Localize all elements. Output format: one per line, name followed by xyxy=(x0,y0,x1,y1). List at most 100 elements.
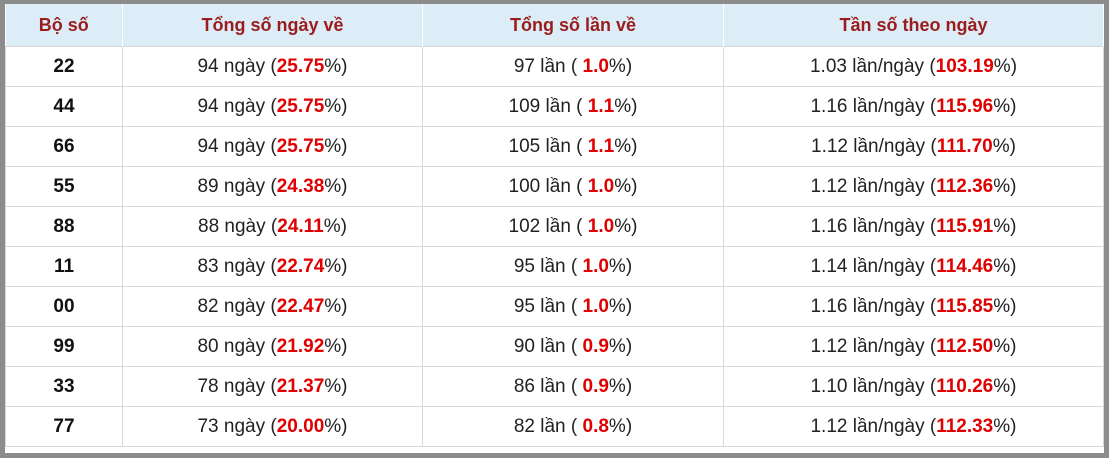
cell-text: %) xyxy=(992,135,1016,157)
percent-value: 0.8 xyxy=(582,415,609,437)
cell-text: 94 ngày ( xyxy=(197,55,277,77)
table-row: 44 94 ngày (25.75%) 109 lần ( 1.1%) 1.16 lầ… xyxy=(5,86,1104,127)
cell-text: %) xyxy=(608,415,633,437)
percent-value: 21.92 xyxy=(276,335,325,357)
cell-text: %) xyxy=(614,215,638,237)
percent-value: 22.74 xyxy=(276,255,325,277)
percent-value: 24.11 xyxy=(277,215,324,237)
number-cell: 44 xyxy=(5,86,123,127)
times-cell: 90 lần ( 0.9%) xyxy=(422,326,724,367)
percent-value: 111.70 xyxy=(936,135,993,157)
cell-text: %) xyxy=(993,215,1017,237)
number-cell: 55 xyxy=(5,166,123,207)
cell-text: %) xyxy=(608,295,633,317)
header-cell: Tổng số lần về xyxy=(422,4,724,47)
freq-cell: 1.14 lần/ngày (114.46%) xyxy=(723,246,1104,287)
days-cell: 94 ngày (25.75%) xyxy=(122,46,423,87)
cell-text: 82 ngày ( xyxy=(197,295,277,317)
cell-text: %) xyxy=(324,135,348,157)
times-cell: 109 lần ( 1.1%) xyxy=(422,86,724,127)
table-body: 22 94 ngày (25.75%) 97 lần ( 1.0%) 1.03 lần… xyxy=(5,46,1104,447)
percent-value: 1.0 xyxy=(582,55,609,77)
cell-text: 105 lần ( xyxy=(508,135,588,157)
cell-text: 88 ngày ( xyxy=(198,215,278,237)
percent-value: 1.0 xyxy=(582,295,609,317)
cell-text: 97 lần ( xyxy=(513,55,583,77)
cell-text: 1.16 lần/ngày ( xyxy=(810,95,937,117)
cell-text: %) xyxy=(324,95,348,117)
cell-text: %) xyxy=(614,135,638,157)
header-cell: Bộ số xyxy=(5,4,123,47)
days-cell: 73 ngày (20.00%) xyxy=(122,406,423,447)
cell-text: %) xyxy=(993,295,1017,317)
days-cell: 94 ngày (25.75%) xyxy=(122,86,423,127)
percent-value: 1.1 xyxy=(587,95,615,117)
days-cell: 78 ngày (21.37%) xyxy=(122,366,423,407)
percent-value: 110.26 xyxy=(936,375,994,397)
cell-text: 1.16 lần/ngày ( xyxy=(810,295,937,317)
cell-text: %) xyxy=(993,55,1018,77)
number-cell: 77 xyxy=(5,406,123,447)
freq-cell: 1.12 lần/ngày (112.36%) xyxy=(723,166,1104,207)
times-cell: 95 lần ( 1.0%) xyxy=(422,286,724,327)
table-row: 66 94 ngày (25.75%) 105 lần ( 1.1%) 1.12 lầ… xyxy=(5,126,1104,167)
times-cell: 102 lần ( 1.0%) xyxy=(422,206,724,247)
cell-text: 1.14 lần/ngày ( xyxy=(810,255,937,277)
percent-value: 24.38 xyxy=(276,175,325,197)
cell-text: %) xyxy=(993,175,1017,197)
number-cell: 99 xyxy=(5,326,123,367)
cell-text: 1.12 lần/ngày ( xyxy=(810,415,937,437)
cell-text: 1.03 lần/ngày ( xyxy=(809,55,936,77)
cell-text: 100 lần ( xyxy=(508,175,588,197)
cell-text: 95 lần ( xyxy=(513,295,583,317)
cell-text: 102 lần ( xyxy=(508,215,588,237)
table-row: 99 80 ngày (21.92%) 90 lần ( 0.9%) 1.12 lần… xyxy=(5,326,1104,367)
cell-text: %) xyxy=(993,415,1017,437)
percent-value: 0.9 xyxy=(582,335,609,357)
header-row: Bộ số Tổng số ngày về Tổng số lần về Tần số… xyxy=(5,4,1104,47)
freq-cell: 1.16 lần/ngày (115.91%) xyxy=(723,206,1104,247)
cell-text: %) xyxy=(993,375,1017,397)
days-cell: 88 ngày (24.11%) xyxy=(122,206,423,247)
cell-text: 89 ngày ( xyxy=(197,175,277,197)
cell-text: 1.10 lần/ngày ( xyxy=(810,375,937,397)
cell-text: 94 ngày ( xyxy=(197,135,277,157)
table-row: 88 88 ngày (24.11%) 102 lần ( 1.0%) 1.16 lầ… xyxy=(5,206,1104,247)
days-cell: 83 ngày (22.74%) xyxy=(122,246,423,287)
freq-cell: 1.16 lần/ngày (115.85%) xyxy=(723,286,1104,327)
header-cell: Tần số theo ngày xyxy=(723,4,1104,47)
percent-value: 112.50 xyxy=(936,335,994,357)
cell-text: %) xyxy=(993,95,1017,117)
cell-text: %) xyxy=(993,255,1017,277)
cell-text: 1.16 lần/ngày ( xyxy=(810,215,937,237)
percent-value: 25.75 xyxy=(276,135,325,157)
percent-value: 115.85 xyxy=(936,295,994,317)
percent-value: 20.00 xyxy=(276,415,325,437)
percent-value: 25.75 xyxy=(276,55,325,77)
days-cell: 89 ngày (24.38%) xyxy=(122,166,423,207)
freq-cell: 1.03 lần/ngày (103.19%) xyxy=(723,46,1104,87)
cell-text: 1.12 lần/ngày ( xyxy=(810,335,937,357)
cell-text: %) xyxy=(324,175,348,197)
percent-value: 21.37 xyxy=(276,375,325,397)
days-cell: 94 ngày (25.75%) xyxy=(122,126,423,167)
cell-text: 80 ngày ( xyxy=(197,335,277,357)
number-cell: 11 xyxy=(5,246,123,287)
cell-text: %) xyxy=(608,55,633,77)
percent-value: 0.9 xyxy=(582,375,609,397)
cell-text: %) xyxy=(324,335,348,357)
cell-text: %) xyxy=(324,255,348,277)
percent-value: 1.0 xyxy=(587,175,615,197)
stats-table: Bộ số Tổng số ngày về Tổng số lần về Tần số… xyxy=(5,4,1104,447)
cell-text: 95 lần ( xyxy=(513,255,583,277)
cell-text: 86 lần ( xyxy=(513,375,583,397)
percent-value: 115.91 xyxy=(936,215,994,237)
cell-text: %) xyxy=(614,175,638,197)
table-row: 11 83 ngày (22.74%) 95 lần ( 1.0%) 1.14 lần… xyxy=(5,246,1104,287)
times-cell: 95 lần ( 1.0%) xyxy=(422,246,724,287)
cell-text: 82 lần ( xyxy=(513,415,583,437)
cell-text: %) xyxy=(323,215,347,237)
cell-text: %) xyxy=(324,55,348,77)
freq-cell: 1.12 lần/ngày (111.70%) xyxy=(723,126,1104,167)
